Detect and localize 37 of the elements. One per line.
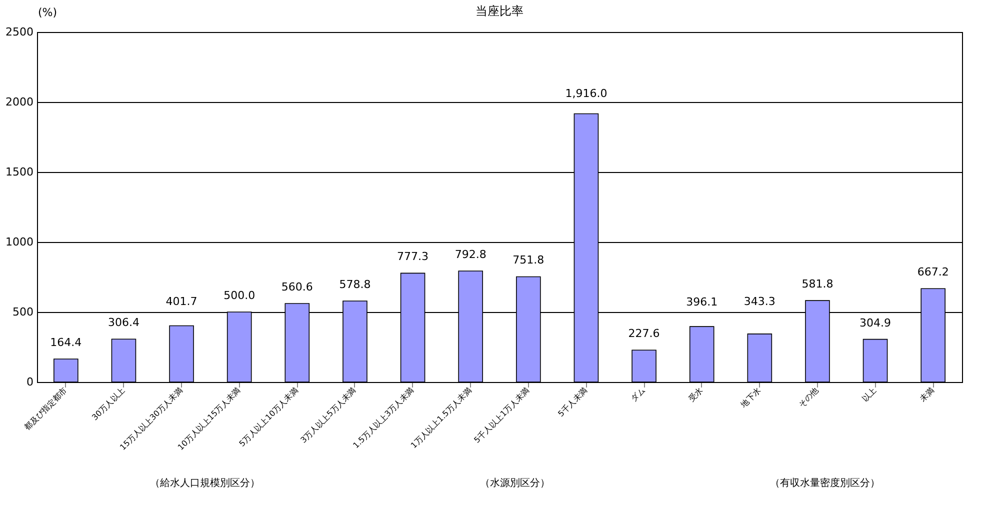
data-label: 343.3 — [744, 294, 776, 308]
data-label: 560.6 — [281, 280, 313, 294]
y-tick-label: 500 — [12, 306, 34, 318]
y-tick-label: 1500 — [6, 166, 34, 178]
data-label: 500.0 — [224, 289, 256, 302]
data-label: 306.4 — [108, 316, 140, 330]
data-label: 578.8 — [339, 278, 371, 291]
data-label: 304.9 — [860, 316, 892, 330]
y-tick-label: 0 — [26, 376, 34, 388]
x-tick-label: 5千人未満 — [556, 386, 590, 419]
text: （給水人口規模別区分） — [149, 476, 261, 490]
x-tick-label: 受水 — [686, 386, 705, 404]
x-tick-label: 地下水 — [738, 386, 762, 410]
x-tick-label: ダム — [629, 386, 647, 404]
data-label: 401.7 — [166, 294, 198, 308]
data-label: 777.3 — [397, 250, 429, 264]
y-tick-label: 2500 — [6, 26, 34, 38]
y-tick-label: 1000 — [6, 236, 34, 248]
data-label: 792.8 — [454, 248, 486, 262]
x-tick-label: 30万人以上 — [90, 386, 127, 422]
data-label: 581.8 — [802, 278, 834, 291]
text: （水源別区分） — [479, 476, 551, 490]
data-label: 1,916.0 — [565, 86, 608, 100]
data-label: 667.2 — [917, 266, 949, 279]
x-tick-label: 5千人以上1万人未満 — [472, 386, 532, 445]
data-label: 164.4 — [50, 336, 82, 349]
y-axis-title: (%) — [38, 6, 58, 19]
y-tick-label: 2000 — [6, 96, 34, 108]
data-label: 396.1 — [686, 296, 718, 309]
x-tick-label: その他 — [796, 386, 820, 410]
x-tick-label: 以上 — [860, 386, 878, 404]
x-tick-label: 都及び指定都市 — [22, 386, 69, 432]
data-label: 227.6 — [628, 327, 660, 340]
x-tick-label: 未満 — [918, 386, 936, 404]
text: （有収水量密度別区分） — [769, 476, 881, 490]
data-label: 751.8 — [512, 254, 544, 267]
chart-title: 当座比率 — [476, 4, 524, 18]
